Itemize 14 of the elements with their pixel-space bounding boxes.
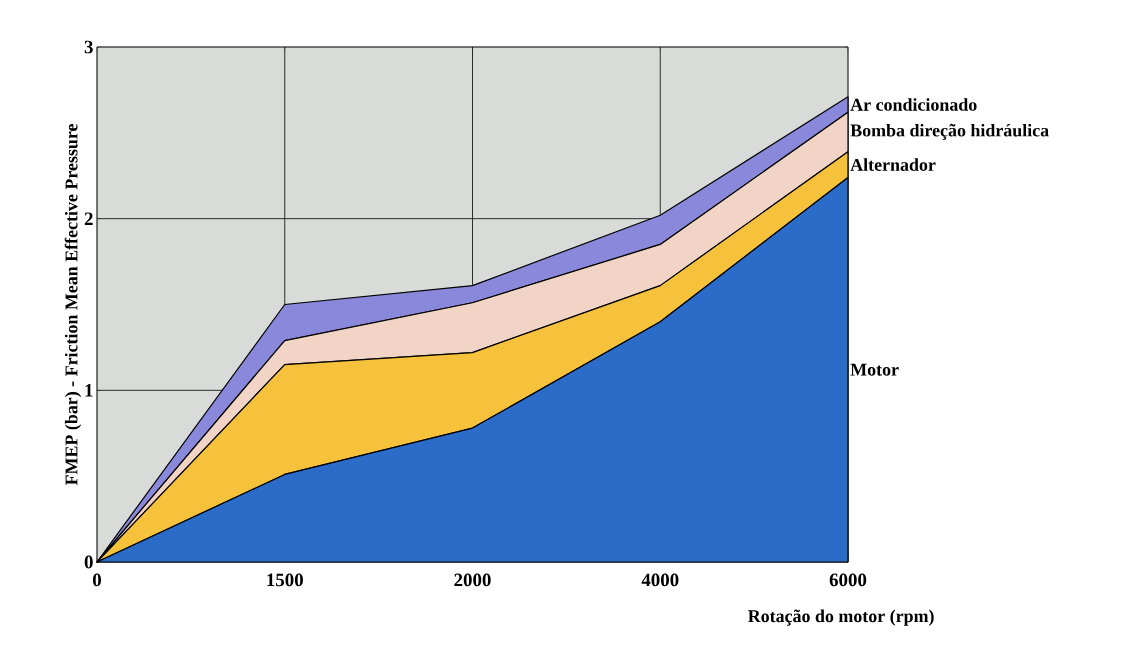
x-tick-label: 1500 (267, 573, 303, 587)
x-axis-title: Rotação do motor (rpm) (748, 609, 934, 626)
y-axis-title: FMEP (bar) - Friction Mean Effective Pressure (64, 123, 82, 486)
series-label: Motor (850, 363, 899, 376)
x-tick-label: 2000 (454, 573, 491, 587)
y-tick-label: 2 (84, 212, 93, 225)
x-tick-label: 4000 (641, 573, 679, 587)
y-tick-label: 0 (84, 555, 93, 569)
series-label: Alternador (850, 158, 936, 171)
x-tick-label: 6000 (829, 573, 867, 587)
series-label: Ar condicionado (850, 98, 977, 111)
y-tick-label: 3 (84, 40, 93, 54)
series-label: Bomba direção hidráulica (850, 123, 1049, 141)
y-tick-label: 1 (85, 384, 93, 397)
